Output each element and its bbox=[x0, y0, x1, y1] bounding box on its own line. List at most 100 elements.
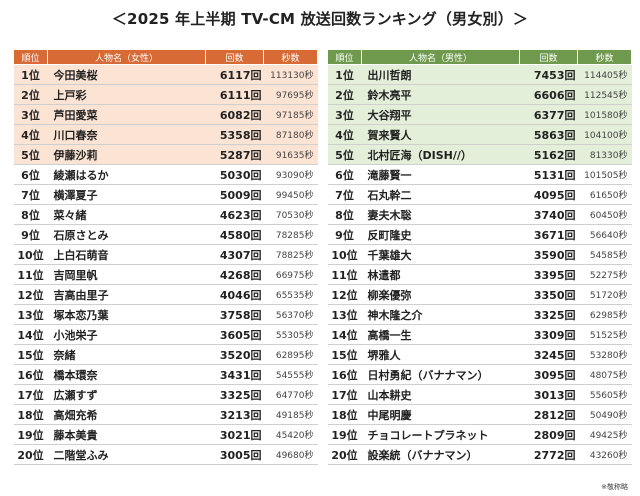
seconds-cell: 45420秒 bbox=[263, 424, 318, 445]
seconds-cell: 60450秒 bbox=[577, 204, 632, 225]
seconds-cell: 101505秒 bbox=[577, 164, 632, 185]
header-name: 人物名（女性） bbox=[47, 49, 206, 65]
count-cell: 3740回 bbox=[519, 204, 578, 225]
count-cell: 3395回 bbox=[519, 264, 578, 285]
rank-cell: 4位 bbox=[13, 124, 48, 145]
rank-cell: 3位 bbox=[13, 104, 48, 125]
count-cell: 5863回 bbox=[519, 124, 578, 145]
table-row: 8位 妻夫木聡 3740回 60450秒 bbox=[327, 204, 632, 225]
rank-cell: 8位 bbox=[327, 204, 362, 225]
table-row: 12位 柳楽優弥 3350回 51720秒 bbox=[327, 284, 632, 305]
name-cell: 芦田愛菜 bbox=[47, 104, 206, 125]
rank-cell: 9位 bbox=[327, 224, 362, 245]
seconds-cell: 93090秒 bbox=[263, 164, 318, 185]
table-row: 9位 石原さとみ 4580回 78285秒 bbox=[13, 224, 318, 245]
count-cell: 3013回 bbox=[519, 384, 578, 405]
header-rank: 順位 bbox=[327, 49, 362, 65]
name-cell: 千葉雄大 bbox=[361, 244, 520, 265]
seconds-cell: 56640秒 bbox=[577, 224, 632, 245]
table-row: 1位 出川哲朗 7453回 114405秒 bbox=[327, 64, 632, 85]
seconds-cell: 54555秒 bbox=[263, 364, 318, 385]
count-cell: 2809回 bbox=[519, 424, 578, 445]
name-cell: 藤本美貴 bbox=[47, 424, 206, 445]
rank-cell: 19位 bbox=[13, 424, 48, 445]
seconds-cell: 87180秒 bbox=[263, 124, 318, 145]
count-cell: 3245回 bbox=[519, 344, 578, 365]
seconds-cell: 49425秒 bbox=[577, 424, 632, 445]
table-row: 10位 上白石萌音 4307回 78825秒 bbox=[13, 244, 318, 265]
name-cell: 鈴木亮平 bbox=[361, 84, 520, 105]
name-cell: 反町隆史 bbox=[361, 224, 520, 245]
count-cell: 6082回 bbox=[205, 104, 264, 125]
table-row: 3位 芦田愛菜 6082回 97185秒 bbox=[13, 104, 318, 125]
table-row: 2位 上戸彩 6111回 97695秒 bbox=[13, 84, 318, 105]
table-row: 8位 菜々緒 4623回 70530秒 bbox=[13, 204, 318, 225]
count-cell: 2772回 bbox=[519, 444, 578, 465]
count-cell: 3350回 bbox=[519, 284, 578, 305]
rank-cell: 12位 bbox=[327, 284, 362, 305]
footnote: ※敬称略 bbox=[601, 483, 628, 491]
count-cell: 5287回 bbox=[205, 144, 264, 165]
table-row: 11位 吉岡里帆 4268回 66975秒 bbox=[13, 264, 318, 285]
name-cell: チョコレートプラネット bbox=[361, 424, 520, 445]
count-cell: 6606回 bbox=[519, 84, 578, 105]
seconds-cell: 113130秒 bbox=[263, 64, 318, 85]
rank-cell: 6位 bbox=[13, 164, 48, 185]
table-row: 5位 伊藤沙莉 5287回 91635秒 bbox=[13, 144, 318, 165]
count-cell: 6111回 bbox=[205, 84, 264, 105]
count-cell: 3590回 bbox=[519, 244, 578, 265]
name-cell: 神木隆之介 bbox=[361, 304, 520, 325]
count-cell: 4580回 bbox=[205, 224, 264, 245]
seconds-cell: 62895秒 bbox=[263, 344, 318, 365]
table-row: 5位 北村匠海（DISH//） 5162回 81330秒 bbox=[327, 144, 632, 165]
rank-cell: 8位 bbox=[13, 204, 48, 225]
table-row: 20位 二階堂ふみ 3005回 49680秒 bbox=[13, 444, 318, 465]
count-cell: 3021回 bbox=[205, 424, 264, 445]
table-row: 19位 藤本美貴 3021回 45420秒 bbox=[13, 424, 318, 445]
name-cell: 橋本環奈 bbox=[47, 364, 206, 385]
count-cell: 6377回 bbox=[519, 104, 578, 125]
table-row: 3位 大谷翔平 6377回 101580秒 bbox=[327, 104, 632, 125]
seconds-cell: 70530秒 bbox=[263, 204, 318, 225]
rank-cell: 6位 bbox=[327, 164, 362, 185]
header-seconds: 秒数 bbox=[263, 49, 318, 65]
name-cell: 伊藤沙莉 bbox=[47, 144, 206, 165]
count-cell: 2812回 bbox=[519, 404, 578, 425]
rank-cell: 19位 bbox=[327, 424, 362, 445]
seconds-cell: 49680秒 bbox=[263, 444, 318, 465]
count-cell: 3671回 bbox=[519, 224, 578, 245]
name-cell: 吉高由里子 bbox=[47, 284, 206, 305]
count-cell: 3095回 bbox=[519, 364, 578, 385]
seconds-cell: 56370秒 bbox=[263, 304, 318, 325]
header-name: 人物名（男性） bbox=[361, 49, 520, 65]
male-ranking-table: 順位 人物名（男性） 回数 秒数 1位 出川哲朗 7453回 114405秒 2位 鈴木亮… bbox=[327, 49, 632, 465]
count-cell: 5030回 bbox=[205, 164, 264, 185]
male-header-row: 順位 人物名（男性） 回数 秒数 bbox=[327, 49, 632, 65]
seconds-cell: 52275秒 bbox=[577, 264, 632, 285]
rank-cell: 5位 bbox=[327, 144, 362, 165]
count-cell: 4095回 bbox=[519, 184, 578, 205]
count-cell: 3213回 bbox=[205, 404, 264, 425]
seconds-cell: 51720秒 bbox=[577, 284, 632, 305]
seconds-cell: 48075秒 bbox=[577, 364, 632, 385]
seconds-cell: 99450秒 bbox=[263, 184, 318, 205]
count-cell: 7453回 bbox=[519, 64, 578, 85]
table-row: 17位 広瀬すず 3325回 64770秒 bbox=[13, 384, 318, 405]
count-cell: 4307回 bbox=[205, 244, 264, 265]
table-row: 7位 石丸幹二 4095回 61650秒 bbox=[327, 184, 632, 205]
table-row: 16位 日村勇紀（バナナマン） 3095回 48075秒 bbox=[327, 364, 632, 385]
rank-cell: 18位 bbox=[13, 404, 48, 425]
name-cell: 川口春奈 bbox=[47, 124, 206, 145]
seconds-cell: 55605秒 bbox=[577, 384, 632, 405]
name-cell: 石丸幹二 bbox=[361, 184, 520, 205]
count-cell: 5162回 bbox=[519, 144, 578, 165]
seconds-cell: 43260秒 bbox=[577, 444, 632, 465]
name-cell: 吉岡里帆 bbox=[47, 264, 206, 285]
rank-cell: 16位 bbox=[327, 364, 362, 385]
count-cell: 6117回 bbox=[205, 64, 264, 85]
name-cell: 上白石萌音 bbox=[47, 244, 206, 265]
table-row: 14位 高橋一生 3309回 51525秒 bbox=[327, 324, 632, 345]
rank-cell: 17位 bbox=[13, 384, 48, 405]
count-cell: 3431回 bbox=[205, 364, 264, 385]
table-row: 4位 川口春奈 5358回 87180秒 bbox=[13, 124, 318, 145]
